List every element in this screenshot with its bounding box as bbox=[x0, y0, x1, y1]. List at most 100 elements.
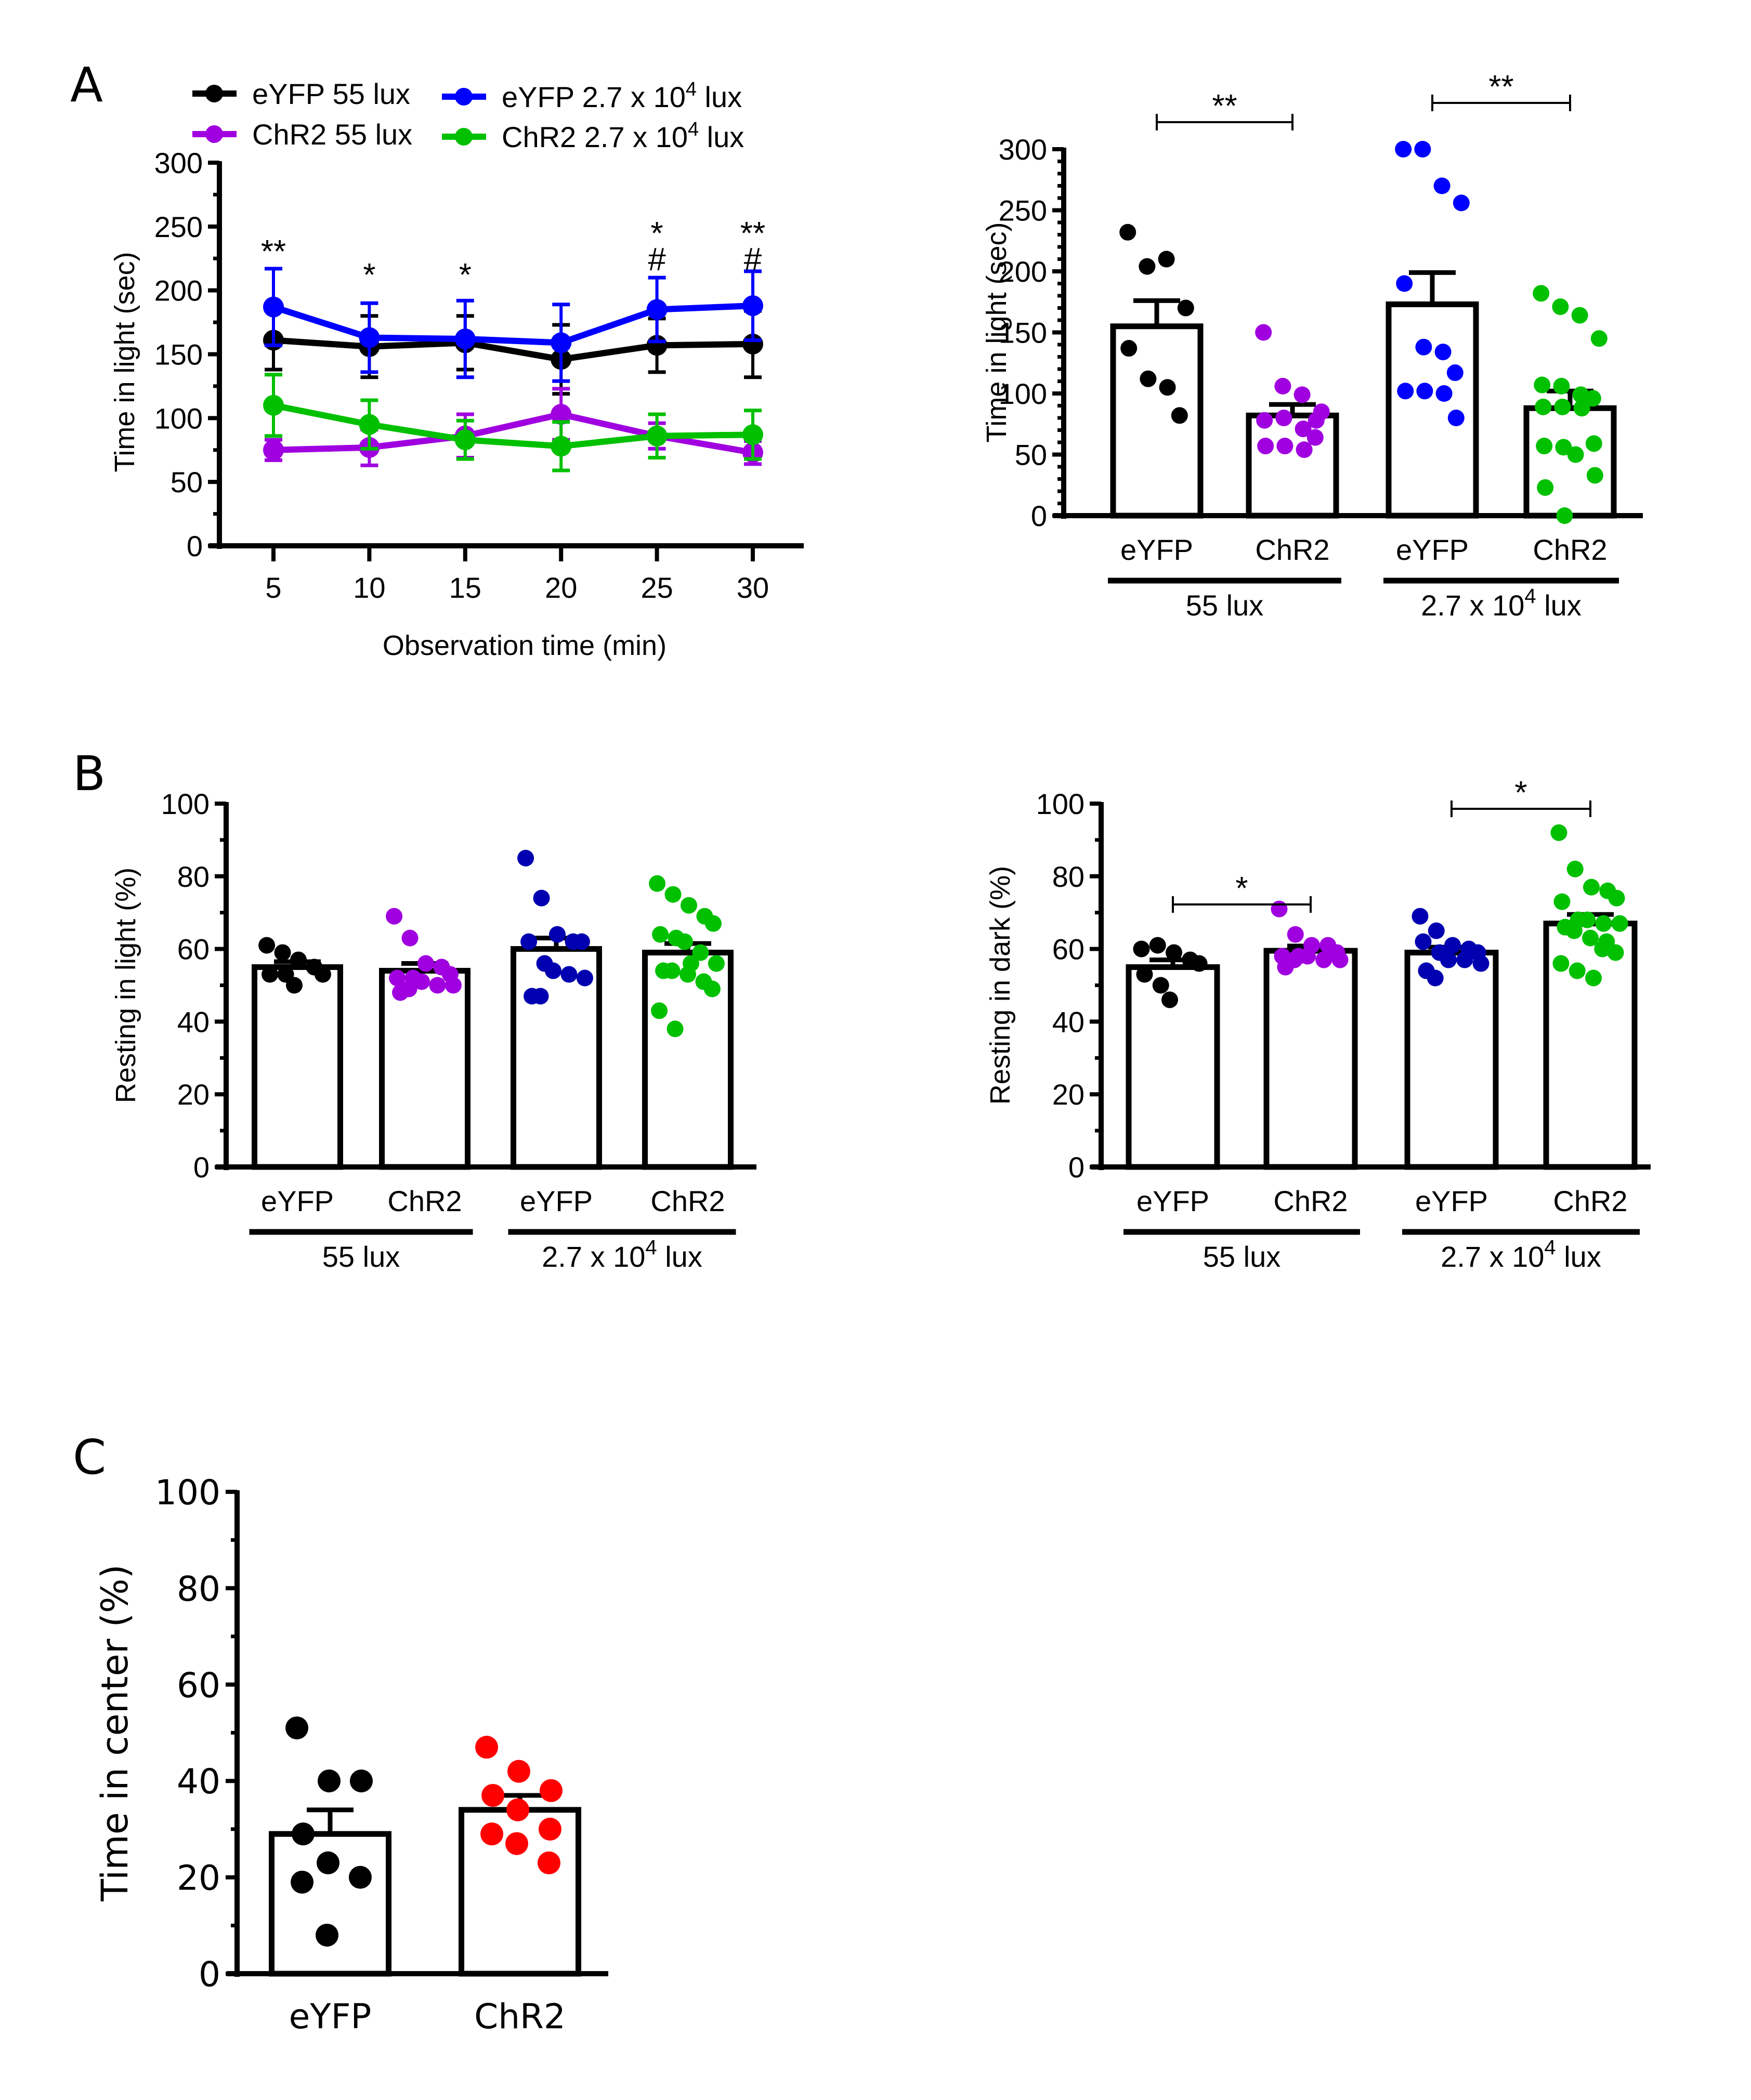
x-axis-label: Observation time (min) bbox=[383, 630, 667, 661]
data-point bbox=[1555, 439, 1572, 456]
data-point bbox=[1414, 141, 1431, 158]
data-point bbox=[506, 1798, 529, 1821]
legend-marker bbox=[205, 125, 223, 143]
data-point bbox=[551, 436, 572, 457]
data-point bbox=[1583, 878, 1600, 896]
data-point bbox=[505, 1832, 528, 1855]
panel-label-a: A bbox=[70, 57, 103, 113]
data-point bbox=[1571, 307, 1588, 324]
data-point bbox=[285, 1716, 309, 1740]
data-point bbox=[359, 414, 380, 435]
y-tick-label: 150 bbox=[999, 317, 1047, 349]
data-point bbox=[532, 988, 549, 1005]
data-point bbox=[649, 875, 666, 892]
data-point bbox=[1535, 398, 1552, 415]
y-tick-label: 0 bbox=[199, 1954, 220, 1994]
data-point bbox=[507, 1760, 530, 1783]
panel-label-c: C bbox=[73, 1429, 106, 1485]
data-point bbox=[389, 969, 406, 987]
data-point bbox=[1533, 285, 1550, 302]
y-tick-label: 300 bbox=[999, 133, 1047, 166]
y-tick-label: 80 bbox=[177, 860, 210, 893]
y-axis-label: Time in light (sec) bbox=[109, 252, 140, 472]
data-point bbox=[263, 296, 284, 318]
y-tick-label: 200 bbox=[154, 274, 203, 307]
x-category-label: eYFP bbox=[1396, 533, 1469, 566]
data-point bbox=[290, 951, 307, 968]
data-point bbox=[1427, 969, 1444, 987]
data-point bbox=[400, 980, 417, 998]
data-point bbox=[1550, 824, 1567, 841]
data-point bbox=[1428, 922, 1445, 939]
group-label: 2.7 x 104 lux bbox=[1441, 1236, 1601, 1273]
x-tick-label: 10 bbox=[353, 571, 385, 604]
data-point bbox=[1149, 937, 1166, 954]
x-category-label: ChR2 bbox=[650, 1185, 725, 1217]
data-point bbox=[1553, 377, 1570, 395]
legend-item: eYFP 55 lux bbox=[192, 77, 410, 110]
series-line bbox=[272, 402, 753, 450]
y-tick-label: 0 bbox=[187, 530, 203, 562]
y-tick-label: 100 bbox=[161, 788, 210, 820]
data-point bbox=[1293, 386, 1311, 403]
y-tick-label: 250 bbox=[999, 194, 1047, 227]
legend-item: ChR2 2.7 x 104 lux bbox=[442, 119, 744, 153]
data-point bbox=[445, 977, 462, 994]
x-category-label: eYFP bbox=[289, 1997, 372, 2037]
data-point bbox=[708, 955, 725, 972]
legend-marker bbox=[455, 88, 473, 106]
x-category-label: eYFP bbox=[520, 1185, 593, 1217]
bar bbox=[379, 968, 471, 1170]
data-point bbox=[1331, 951, 1349, 968]
data-point bbox=[539, 1779, 563, 1802]
data-point bbox=[1274, 377, 1291, 395]
y-tick-label: 40 bbox=[1052, 1005, 1084, 1038]
bar-chart-resting-in-light: 0 20 40 60 80 100 Resting in light (%) eYFP ChR2… bbox=[110, 788, 756, 1273]
data-point bbox=[1166, 944, 1182, 961]
bar-group bbox=[1126, 937, 1220, 1170]
data-point bbox=[520, 933, 538, 950]
data-point bbox=[1552, 298, 1569, 316]
data-point bbox=[263, 439, 284, 461]
data-point bbox=[1595, 915, 1612, 932]
y-tick-label: 40 bbox=[177, 1762, 220, 1802]
data-point bbox=[1287, 926, 1304, 943]
data-point bbox=[1607, 944, 1624, 961]
data-point bbox=[517, 849, 534, 867]
x-tick-label: 15 bbox=[449, 571, 481, 604]
y-axis-label: Time in center (%) bbox=[94, 1564, 136, 1901]
data-point bbox=[1271, 900, 1288, 917]
data-point bbox=[1119, 224, 1136, 241]
bar-group bbox=[511, 849, 602, 1170]
data-point bbox=[1585, 969, 1602, 987]
data-point bbox=[551, 403, 572, 425]
y-tick-label: 40 bbox=[177, 1005, 210, 1038]
series-line bbox=[273, 337, 753, 363]
data-point bbox=[348, 1866, 372, 1889]
data-point bbox=[1534, 376, 1551, 393]
data-point bbox=[667, 1020, 684, 1038]
y-tick-label: 80 bbox=[1052, 860, 1084, 893]
y-tick-label: 250 bbox=[154, 211, 203, 243]
data-point bbox=[1158, 251, 1175, 268]
bar bbox=[1263, 948, 1358, 1170]
data-point bbox=[676, 933, 693, 950]
data-point bbox=[1315, 951, 1332, 968]
bar-group bbox=[252, 937, 343, 1170]
bar-group bbox=[459, 1736, 581, 1977]
data-point bbox=[545, 962, 561, 979]
data-point bbox=[1136, 966, 1153, 983]
data-point bbox=[1573, 400, 1590, 417]
data-point bbox=[454, 329, 476, 350]
y-tick-label: 60 bbox=[1052, 933, 1084, 966]
data-point bbox=[1579, 911, 1596, 928]
y-tick-label: 0 bbox=[193, 1151, 210, 1184]
data-point bbox=[742, 424, 763, 445]
group-label: 55 lux bbox=[322, 1240, 400, 1273]
line-chart-time-in-light: 0 50 100 150 200 250 300 5 10 15 20 25 30 Observation… bbox=[109, 77, 804, 661]
data-point bbox=[683, 955, 699, 972]
data-point bbox=[454, 429, 476, 451]
x-category-label: eYFP bbox=[261, 1185, 334, 1217]
data-point bbox=[1433, 177, 1451, 194]
